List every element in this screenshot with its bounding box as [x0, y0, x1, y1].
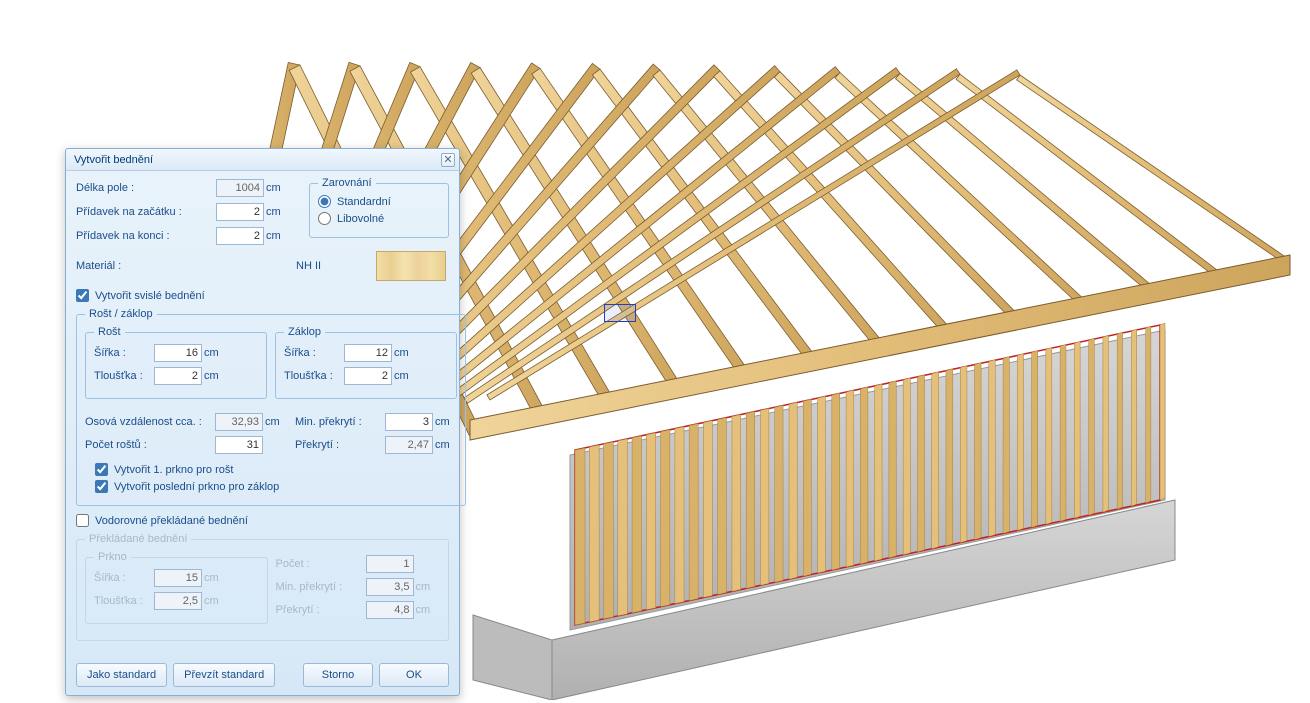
check-vodorovne-input[interactable]	[76, 514, 89, 527]
unit: cm	[266, 206, 288, 218]
unit: cm	[266, 230, 288, 242]
input-delka-pole[interactable]	[216, 179, 264, 197]
legend-rost-zaklop: Rošt / záklop	[85, 308, 157, 320]
group-prekladane: Překládané bednění Prkno Šířka : cm Tlou…	[76, 533, 449, 641]
input-pocet-rostu[interactable]	[215, 436, 263, 454]
input-rost-tloustka[interactable]	[154, 367, 202, 385]
group-prkno: Prkno Šířka : cm Tloušťka : cm	[85, 551, 268, 624]
label-pocet-rostu: Počet roštů :	[85, 439, 215, 451]
concrete-base-side	[473, 615, 552, 700]
legend-alignment: Zarovnání	[318, 177, 376, 189]
label-rost-sirka: Šířka :	[94, 347, 154, 359]
check-svisle[interactable]: Vytvořit svislé bednění	[76, 289, 449, 302]
input-zaklop-sirka[interactable]	[344, 344, 392, 362]
group-rost-zaklop: Rošt / záklop Rošt Šířka : cm Tloušťka :…	[76, 308, 466, 506]
check-first-board[interactable]: Vytvořit 1. prkno pro rošt	[95, 463, 457, 476]
label-rost-tloustka: Tloušťka :	[94, 370, 154, 382]
titlebar[interactable]: Vytvořit bednění ✕	[66, 149, 459, 171]
dialog-title: Vytvořit bednění	[74, 154, 153, 166]
label-material: Materiál :	[76, 260, 216, 272]
close-icon: ✕	[443, 153, 452, 166]
radio-libovolne-input[interactable]	[318, 212, 331, 225]
btn-ok[interactable]: OK	[379, 663, 449, 687]
material-name[interactable]: NH II	[296, 260, 376, 272]
label-zaklop-sirka: Šířka :	[284, 347, 344, 359]
btn-prevzit-standard[interactable]: Převzít standard	[173, 663, 275, 687]
input-rost-sirka[interactable]	[154, 344, 202, 362]
label-pridavek-zacatek: Přídavek na začátku :	[76, 206, 216, 218]
dialog-create-boarding: Vytvořit bednění ✕ Délka pole : cm Přída…	[65, 148, 460, 696]
radio-libovolne[interactable]: Libovolné	[318, 212, 440, 225]
input-min-prekryti[interactable]	[385, 413, 433, 431]
label-pridavek-konec: Přídavek na konci :	[76, 230, 216, 242]
input-osova[interactable]	[215, 413, 263, 431]
button-row: Jako standard Převzít standard Storno OK	[66, 657, 459, 695]
check-first-board-input[interactable]	[95, 463, 108, 476]
input-pridavek-konec[interactable]	[216, 227, 264, 245]
input-prkno-sirka	[154, 569, 202, 587]
label-min-prekryti: Min. překrytí :	[295, 416, 385, 428]
check-vodorovne[interactable]: Vodorovné překládané bednění	[76, 514, 449, 527]
label-osova: Osová vzdálenost cca. :	[85, 416, 215, 428]
input-pridavek-zacatek[interactable]	[216, 203, 264, 221]
check-last-board[interactable]: Vytvořit poslední prkno pro záklop	[95, 480, 457, 493]
btn-storno[interactable]: Storno	[303, 663, 373, 687]
input-zaklop-tloustka[interactable]	[344, 367, 392, 385]
input-prekryti[interactable]	[385, 436, 433, 454]
btn-jako-standard[interactable]: Jako standard	[76, 663, 167, 687]
material-swatch[interactable]	[376, 251, 446, 281]
input-pr-prekryti	[366, 601, 414, 619]
input-prkno-tloustka	[154, 592, 202, 610]
group-rost: Rošt Šířka : cm Tloušťka : cm	[85, 326, 267, 399]
selection-marquee	[604, 304, 636, 322]
close-button[interactable]: ✕	[441, 153, 455, 167]
label-zaklop-tloustka: Tloušťka :	[284, 370, 344, 382]
group-alignment: Zarovnání Standardní Libovolné	[309, 177, 449, 238]
radio-standard-input[interactable]	[318, 195, 331, 208]
input-pr-minprekryti	[366, 578, 414, 596]
group-zaklop: Záklop Šířka : cm Tloušťka : cm	[275, 326, 457, 399]
unit: cm	[266, 182, 288, 194]
label-delka-pole: Délka pole :	[76, 182, 216, 194]
input-pocet	[366, 555, 414, 573]
radio-standard[interactable]: Standardní	[318, 195, 440, 208]
label-prekryti: Překrytí :	[295, 439, 385, 451]
check-svisle-input[interactable]	[76, 289, 89, 302]
check-last-board-input[interactable]	[95, 480, 108, 493]
